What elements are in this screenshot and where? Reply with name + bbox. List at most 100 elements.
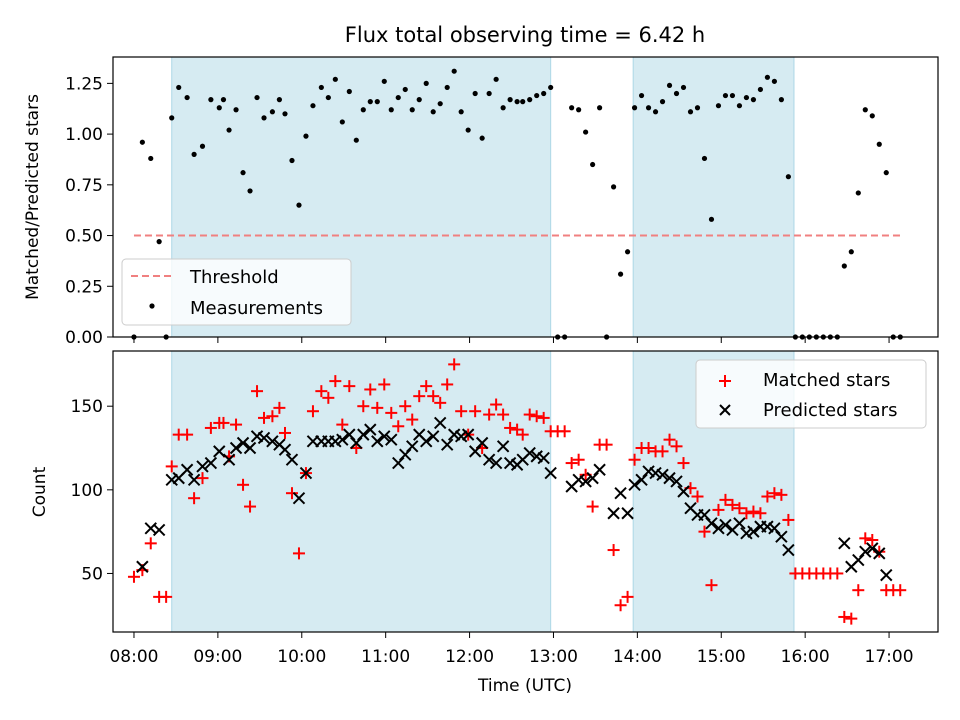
threshold-legend-label: Threshold: [189, 267, 279, 288]
predicted-star-point: [489, 456, 503, 470]
matched-star-point: [558, 425, 571, 438]
measurement-point: [282, 111, 288, 117]
measurement-point: [325, 94, 331, 101]
measurement-point: [416, 97, 422, 103]
matched-star-point: [490, 398, 503, 411]
predicted-star-point: [733, 517, 746, 530]
y-tick-label: 0.75: [65, 176, 103, 196]
x-tick-label: 16:00: [781, 647, 830, 667]
measurement-point: [507, 97, 513, 103]
matched-star-point: [775, 488, 788, 501]
matched-legend-label: Matched stars: [763, 370, 890, 391]
bottom-y-axis-label: Count: [30, 466, 50, 517]
matched-star-point: [516, 428, 529, 441]
matched-star-point: [181, 428, 194, 441]
matched-star-point: [127, 570, 140, 583]
matched-star-point: [894, 584, 907, 597]
matched-star-point: [845, 612, 858, 625]
measurement-point: [680, 84, 687, 91]
top-y-axis-label: Matched/Predicted stars: [23, 94, 43, 300]
measurement-point: [303, 133, 309, 139]
measurement-point: [226, 127, 232, 133]
predicted-star-point: [859, 545, 872, 558]
predicted-star-point: [213, 445, 226, 458]
matched-star-point: [244, 500, 257, 513]
matched-star-point: [160, 590, 173, 603]
matched-star-point: [831, 567, 844, 580]
matched-star-point: [698, 525, 711, 538]
measurement-point: [520, 99, 526, 105]
measurement-point: [778, 97, 784, 103]
matched-legend-swatch: [719, 375, 731, 387]
matched-star-point: [329, 375, 342, 388]
predicted-star-point: [866, 542, 879, 555]
measurement-point: [199, 143, 206, 149]
measurement-point: [423, 80, 429, 86]
predicted-star-point: [475, 436, 489, 450]
matched-star-point: [427, 390, 440, 403]
measurement-point: [486, 90, 492, 97]
top-axes-frame: [112, 56, 939, 338]
measurement-point: [729, 92, 736, 99]
y-tick-label: 50: [81, 564, 103, 584]
matched-star-point: [420, 380, 433, 393]
measurement-point: [597, 105, 603, 111]
predicted-star-point: [838, 537, 851, 550]
matched-star-point: [530, 410, 543, 423]
matched-stars-points: [127, 358, 907, 625]
measurement-point: [176, 84, 182, 91]
measurement-point: [610, 184, 617, 190]
measurement-point: [254, 94, 260, 101]
measurement-point: [247, 188, 253, 194]
matched-star-point: [217, 416, 230, 429]
measurement-point: [216, 105, 222, 111]
matched-star-point: [621, 590, 634, 603]
matched-star-point: [251, 385, 264, 398]
matched-star-point: [761, 490, 774, 503]
matched-star-point: [441, 378, 454, 391]
measurement-point: [289, 157, 295, 164]
matched-star-point: [278, 426, 291, 439]
measurement-point: [736, 103, 743, 109]
predicted-star-point: [236, 436, 250, 450]
predicted-star-point: [537, 451, 550, 465]
top-legend: Threshold Measurements: [121, 258, 352, 326]
measurement-point: [261, 115, 267, 121]
measurement-point: [659, 99, 666, 105]
predicted-star-point: [278, 443, 292, 456]
x-tick-label: 15:00: [697, 647, 746, 667]
predicted-star-point: [607, 507, 620, 520]
matched-star-point: [378, 378, 391, 391]
matched-star-point: [754, 507, 767, 520]
predicted-star-point: [420, 435, 433, 448]
predicted-star-point: [677, 485, 690, 498]
measurement-point: [276, 97, 282, 103]
matched-star-point: [719, 493, 732, 506]
measurement-point: [869, 113, 875, 119]
measurement-point: [148, 155, 154, 162]
measurement-point: [169, 115, 175, 121]
predicted-legend-swatch: [719, 404, 731, 416]
bottom-x-axis: 08:00 09:00 10:00 11:00 12:00 13:00 14:00 15:00…: [109, 632, 914, 667]
predicted-star-point: [257, 431, 271, 445]
measurement-point: [458, 109, 464, 115]
predicted-star-point: [222, 453, 236, 466]
matched-star-point: [511, 423, 524, 436]
bottom-legend-box: [695, 359, 927, 429]
predicted-star-point: [593, 463, 606, 476]
predicted-star-point: [544, 466, 557, 480]
measurement-point: [346, 88, 352, 95]
predicted-star-point: [656, 468, 669, 481]
predicted-star-point: [440, 438, 454, 451]
bottom-y-axis: 50 100 150: [71, 397, 113, 584]
measurement-point: [624, 249, 631, 255]
measurement-point: [208, 97, 214, 103]
measurement-legend-label: Measurements: [190, 298, 323, 319]
matched-star-point: [614, 599, 627, 612]
measurement-point: [652, 109, 659, 115]
x-tick-label: 08:00: [109, 647, 158, 667]
measurement-point: [318, 84, 324, 91]
predicted-star-point: [196, 460, 209, 473]
measurement-legend-swatch: [149, 303, 155, 309]
measurement-point: [451, 68, 457, 74]
